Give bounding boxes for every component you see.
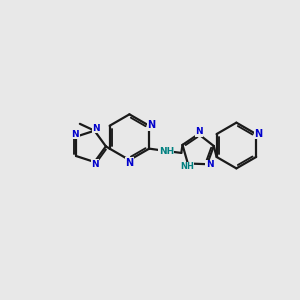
Text: N: N <box>206 160 213 169</box>
Text: N: N <box>254 129 262 139</box>
Text: N: N <box>147 120 156 130</box>
Text: N: N <box>71 130 79 139</box>
Text: NH: NH <box>180 162 194 171</box>
Text: NH: NH <box>159 147 174 156</box>
Text: N: N <box>125 158 134 168</box>
Text: N: N <box>195 127 203 136</box>
Text: N: N <box>91 160 99 169</box>
Text: N: N <box>92 124 100 133</box>
